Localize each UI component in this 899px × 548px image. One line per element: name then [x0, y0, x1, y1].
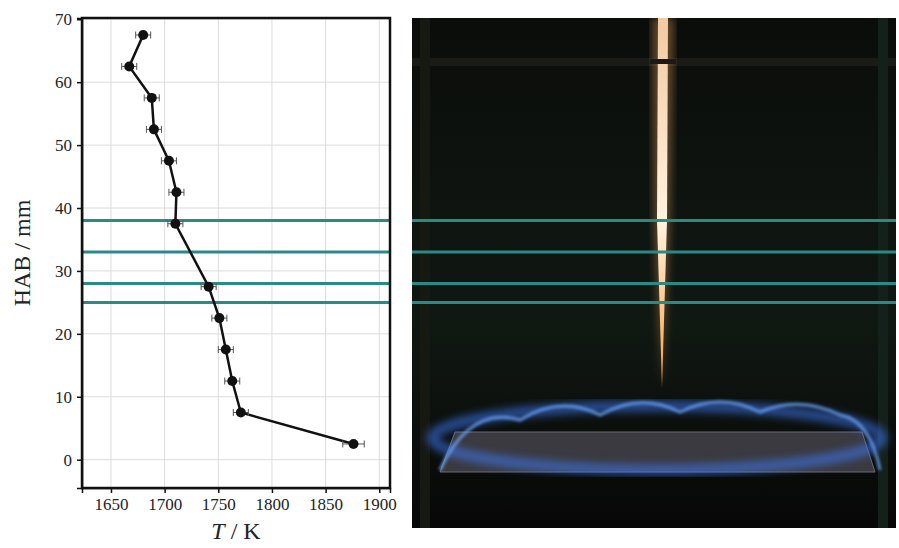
y-tick-label: 0	[64, 451, 73, 470]
data-point	[236, 407, 246, 417]
y-tick: 0	[64, 451, 83, 470]
error-bar-cap	[201, 283, 202, 290]
error-bar-cap	[146, 126, 147, 133]
error-bar-cap	[239, 378, 240, 385]
reference-line	[82, 251, 390, 254]
y-tick: 60	[55, 73, 82, 92]
error-bar-cap	[183, 189, 184, 196]
reference-line-photo	[412, 301, 896, 304]
data-point	[164, 156, 174, 166]
data-point	[204, 282, 214, 292]
reference-line-photo	[412, 251, 896, 254]
y-tick-label: 20	[55, 325, 72, 344]
grid-line-y	[82, 208, 390, 209]
y-axis: 0 10 20 30 40 50 60 70	[55, 10, 83, 488]
data-point	[147, 93, 157, 103]
error-bar-cap	[144, 94, 145, 101]
x-tick: 1650	[94, 488, 128, 514]
grid-line-y	[82, 270, 390, 271]
data-point	[221, 345, 231, 355]
reference-line-photo	[412, 219, 896, 222]
data-line	[129, 35, 353, 444]
error-bar-cap	[159, 94, 160, 101]
data-point	[214, 313, 224, 323]
y-tick-label: 50	[55, 136, 72, 155]
reference-line-photo	[412, 282, 896, 285]
error-bar-cap	[121, 63, 122, 70]
x-tick-label: 1800	[255, 495, 289, 514]
data-point	[149, 124, 159, 134]
error-bar-cap	[176, 157, 177, 164]
y-tick-label: 30	[55, 262, 72, 281]
error-bar-cap	[161, 126, 162, 133]
data-point	[170, 219, 180, 229]
plot-area	[82, 30, 390, 449]
x-tick-label: 1650	[94, 495, 128, 514]
plot-frame	[82, 18, 390, 488]
error-bar-cap	[150, 31, 151, 38]
y-tick-label: 40	[55, 199, 72, 218]
x-tick: 1800	[255, 488, 289, 514]
grid-line-y	[82, 82, 390, 83]
error-bar-cap	[135, 31, 136, 38]
flame-photo	[412, 18, 896, 528]
window-frame-left	[420, 18, 430, 528]
x-axis-title: T / K	[211, 518, 261, 544]
error-bar-cap	[224, 378, 225, 385]
x-tick: 1850	[309, 488, 343, 514]
reference-line	[82, 219, 390, 222]
error-bar-cap	[216, 283, 217, 290]
error-bar-cap	[364, 440, 365, 447]
window-frame-right	[878, 18, 888, 528]
y-tick-label: 10	[55, 388, 72, 407]
x-axis: 1650 1700 1750 1800 1850 1900	[83, 488, 397, 514]
grid	[82, 18, 390, 488]
error-bar-cap	[233, 409, 234, 416]
flame-core	[657, 18, 668, 388]
error-bar-cap	[136, 63, 137, 70]
flame-gap	[650, 59, 676, 64]
data-point	[171, 187, 181, 197]
error-bar-cap	[182, 220, 183, 227]
grid-line-y	[82, 459, 390, 460]
reference-line	[82, 301, 390, 304]
x-tick-label: 1850	[309, 495, 343, 514]
grid-line-y	[82, 145, 390, 146]
x-tick: 1900	[363, 488, 397, 514]
data-point	[227, 376, 237, 386]
x-tick-label: 1900	[363, 495, 397, 514]
y-tick: 20	[55, 325, 82, 344]
reference-line	[82, 282, 390, 285]
photo-background	[412, 18, 896, 528]
error-bar-cap	[167, 220, 168, 227]
y-tick: 10	[55, 388, 82, 407]
error-bar-cap	[342, 440, 343, 447]
x-tick-label: 1700	[148, 495, 182, 514]
data-point	[124, 61, 134, 71]
error-bar-cap	[161, 157, 162, 164]
error-bar-cap	[226, 315, 227, 322]
blue-flame	[432, 406, 882, 470]
y-tick: 40	[55, 199, 82, 218]
data-point	[349, 439, 359, 449]
error-bar-cap	[233, 346, 234, 353]
y-tick-label: 70	[55, 10, 72, 29]
x-tick: 1700	[148, 488, 182, 514]
error-bar-cap	[168, 189, 169, 196]
grid-line-y	[82, 333, 390, 334]
y-axis-title: HAB / mm	[9, 199, 35, 306]
error-bar-cap	[218, 346, 219, 353]
x-tick: 1750	[202, 488, 236, 514]
blue-flame-front	[440, 402, 880, 470]
error-bar-cap	[248, 409, 249, 416]
error-bar-cap	[211, 315, 212, 322]
x-tick-label: 1750	[202, 495, 236, 514]
y-tick: 70	[55, 10, 82, 29]
y-tick: 30	[55, 262, 82, 281]
y-tick-label: 60	[55, 73, 72, 92]
data-point	[138, 30, 148, 40]
flame-glow	[652, 18, 674, 388]
y-tick: 50	[55, 136, 82, 155]
